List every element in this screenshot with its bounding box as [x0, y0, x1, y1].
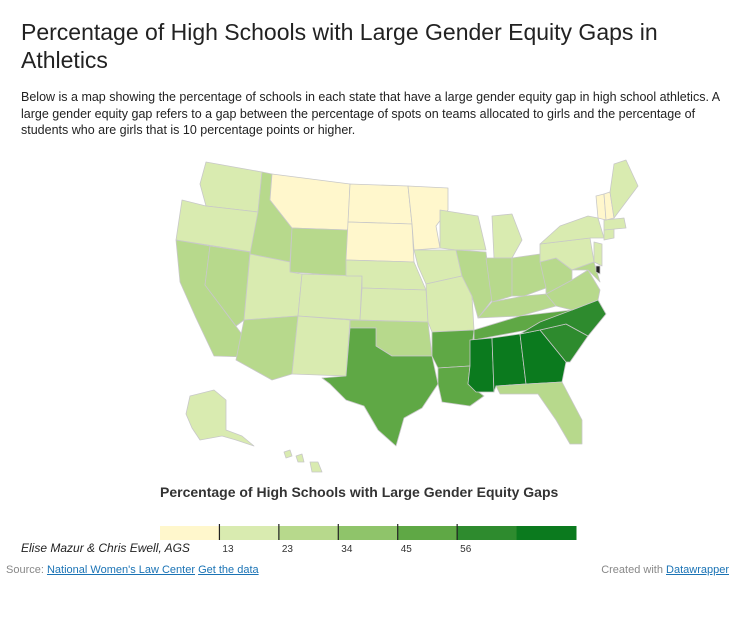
legend-swatch: [278, 526, 339, 540]
legend-swatch: [516, 526, 577, 540]
legend-swatch: [457, 526, 518, 540]
page-description: Below is a map showing the percentage of…: [21, 90, 720, 137]
created-with-label: Created with: [601, 564, 663, 576]
legend-tick-label: 13: [222, 544, 234, 555]
state-ohio[interactable]: [511, 253, 547, 297]
source-label: Source:: [6, 564, 44, 576]
state-delaware[interactable]: [595, 265, 601, 275]
legend-title: Percentage of High Schools with Large Ge…: [160, 484, 559, 500]
author-credit: Elise Mazur & Chris Ewell, AGS: [21, 541, 190, 555]
state-wisconsin[interactable]: [439, 209, 487, 251]
state-minnesota[interactable]: [407, 185, 449, 251]
us-choropleth-map: [175, 159, 639, 473]
state-new-jersey[interactable]: [593, 241, 603, 267]
legend-swatch: [338, 526, 399, 540]
legend-swatch: [397, 526, 458, 540]
state-arizona[interactable]: [235, 315, 299, 381]
page-title: Percentage of High Schools with Large Ge…: [21, 19, 658, 73]
state-michigan[interactable]: [491, 213, 523, 259]
legend-tick-label: 56: [460, 544, 472, 555]
legend-tick-label: 45: [401, 544, 413, 555]
state-massachusetts[interactable]: [603, 217, 627, 231]
state-hawaii[interactable]: [283, 449, 323, 473]
footer-source: Source: National Women's Law Center Get …: [6, 564, 259, 576]
source-link[interactable]: National Women's Law Center: [46, 564, 196, 576]
get-data-link[interactable]: Get the data: [198, 564, 259, 576]
state-north-carolina[interactable]: [519, 299, 607, 337]
legend-tick-label: 34: [341, 544, 353, 555]
state-maryland[interactable]: [571, 261, 601, 283]
state-nevada[interactable]: [204, 245, 251, 327]
datawrapper-link[interactable]: Datawrapper: [666, 564, 729, 576]
legend-tick-label: 23: [282, 544, 294, 555]
state-florida[interactable]: [495, 381, 583, 445]
state-maine[interactable]: [609, 159, 639, 219]
legend-swatch: [219, 526, 280, 540]
state-alaska[interactable]: [185, 389, 255, 447]
state-texas[interactable]: [321, 327, 439, 447]
legend-swatch: [160, 526, 220, 540]
footer-created: Created with Datawrapper: [601, 564, 729, 576]
